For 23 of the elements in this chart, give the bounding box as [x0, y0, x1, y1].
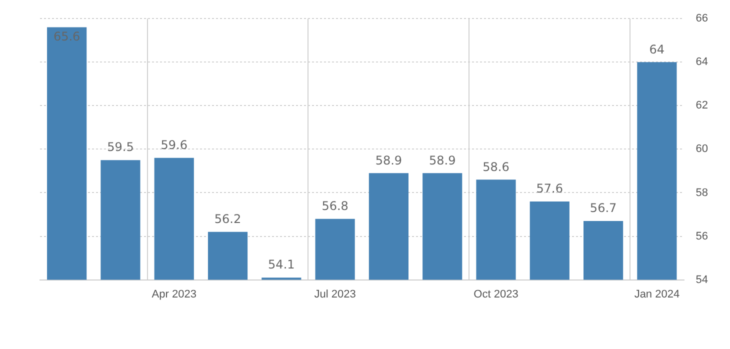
x-tick-label: Jul 2023 — [314, 288, 356, 300]
y-tick-label: 66 — [696, 12, 708, 25]
data-label: 59.6 — [160, 138, 188, 152]
data-label: 58.9 — [428, 153, 456, 168]
y-tick-label: 62 — [696, 100, 708, 112]
data-label: 64 — [649, 42, 665, 56]
x-tick-label: Oct 2023 — [474, 288, 518, 300]
y-tick-label: 54 — [696, 274, 708, 286]
data-label: 56.8 — [322, 198, 348, 213]
data-label: 56.7 — [590, 201, 617, 216]
x-tick-label: Apr 2023 — [152, 288, 196, 300]
data-label: 57.6 — [536, 182, 564, 196]
data-label: 58.9 — [375, 153, 402, 168]
data-label: 54.1 — [268, 258, 295, 272]
x-tick-label: Jan 2024 — [634, 288, 680, 300]
data-label: 65.6 — [53, 29, 80, 44]
data-label: 59.5 — [107, 140, 134, 154]
y-tick-label: 64 — [696, 56, 708, 68]
y-tick-label: 60 — [696, 143, 708, 156]
data-label: 58.6 — [482, 160, 510, 174]
data-label: 56.2 — [214, 212, 242, 226]
y-tick-label: 58 — [696, 186, 708, 199]
y-tick-label: 56 — [696, 230, 708, 242]
